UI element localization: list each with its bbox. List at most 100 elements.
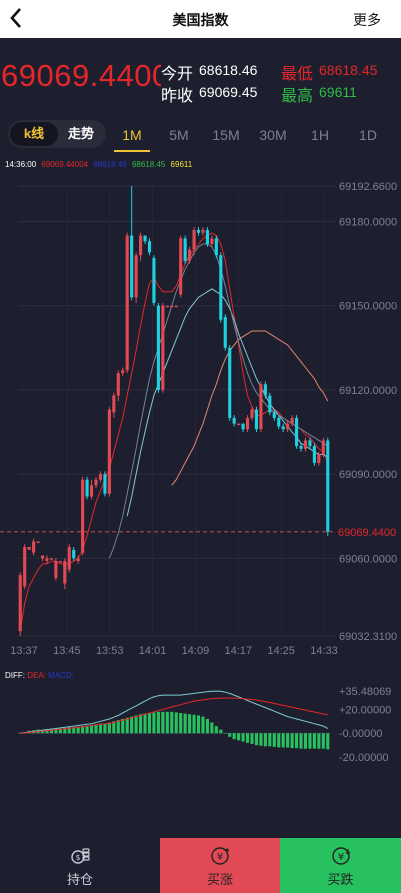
candle-body [308, 440, 312, 447]
buy-down-button[interactable]: ¥ 买跌 [280, 838, 401, 893]
period-5m[interactable]: 5M [169, 127, 189, 143]
macd-bar [263, 733, 267, 747]
yen-up-icon: ¥ [211, 847, 230, 865]
macd-bar [161, 711, 165, 734]
price-legend: 14:36:00 69069.44004 68618.46 68618.45 6… [5, 160, 195, 169]
legend-time: 14:36:00 [5, 160, 37, 169]
buy-up-button[interactable]: ¥ 买涨 [160, 838, 280, 893]
candle-body [223, 316, 227, 348]
macd-axis-label: -20.00000 [339, 752, 389, 764]
macd-bar [245, 733, 250, 743]
macd-bar [152, 712, 156, 734]
candle-body [107, 409, 111, 494]
time-axis-label: 14:01 [139, 645, 167, 657]
macd-bar [254, 733, 259, 746]
candle-body [188, 249, 192, 261]
candle-body [214, 238, 218, 256]
macd-legend-dea: DEA: [27, 671, 46, 680]
candlestick-chart[interactable]: 69192.6600 69180.0000 69150.0000 69120.0000… [0, 172, 401, 662]
period-1m[interactable]: 1M [122, 127, 142, 143]
buy-up-label: 买涨 [206, 872, 233, 887]
candle-body [219, 255, 223, 320]
macd-legend-diff: DIFF: [5, 671, 25, 680]
chart-mode-toggle: k线 走势 [8, 120, 106, 148]
more-button[interactable]: 更多 [353, 12, 381, 28]
candle-body [81, 479, 85, 553]
candle-body [67, 547, 71, 570]
top-bar: 美国指数 更多 [0, 0, 401, 38]
candle-body [303, 440, 308, 449]
candle-body [232, 417, 236, 424]
back-arrow-icon[interactable] [6, 5, 28, 31]
tab-trend[interactable]: 走势 [67, 126, 94, 141]
low-value: 68618.45 [319, 62, 378, 78]
macd-dea-line [20, 697, 328, 734]
period-1d[interactable]: 1D [359, 127, 377, 143]
candle-body [98, 474, 103, 480]
candle-body [326, 440, 330, 532]
legend-value-4: 69611 [170, 160, 193, 169]
macd-legend: DIFF: DEA: MACD: [5, 671, 74, 680]
price-axis-label: 69032.3100 [339, 631, 397, 643]
moving-average-line [108, 243, 329, 559]
macd-bar [250, 733, 254, 744]
candle-body [112, 395, 116, 413]
macd-bar [268, 733, 272, 747]
candle-body [116, 373, 120, 396]
candle-body [49, 558, 53, 560]
macd-bar [112, 721, 116, 734]
legend-value-1: 69069.44004 [41, 160, 89, 169]
candle-body [161, 305, 165, 390]
macd-bar [94, 724, 98, 734]
macd-bar [312, 733, 316, 749]
svg-text:¥: ¥ [217, 852, 223, 863]
candle-body [263, 384, 267, 396]
prev-close-value: 69069.45 [199, 84, 258, 100]
candle-body [36, 541, 40, 543]
moving-average-line [171, 330, 329, 486]
macd-axis-label: +35.48069 [339, 686, 391, 698]
candle-body [121, 370, 125, 374]
candle-body [134, 255, 138, 298]
candle-body [85, 479, 89, 497]
macd-bar [281, 733, 285, 748]
time-axis-label: 13:45 [53, 645, 81, 657]
candle-body [139, 235, 143, 256]
candle-body [201, 229, 205, 233]
macd-bar [81, 726, 85, 734]
candle-body [281, 426, 285, 430]
holdings-button[interactable]: $ 持仓 [0, 838, 160, 893]
candle-body [254, 409, 259, 430]
moving-average-line [19, 232, 329, 632]
macd-bar [143, 713, 147, 734]
macd-bar [54, 728, 58, 734]
candle-body [179, 238, 183, 295]
time-axis-label: 14:09 [182, 645, 210, 657]
macd-bar [196, 715, 201, 734]
price-axis-label: 69060.0000 [339, 553, 397, 565]
macd-bar [277, 733, 281, 748]
macd-bar [295, 733, 299, 749]
buy-down-label: 买跌 [327, 872, 354, 887]
period-15m[interactable]: 15M [212, 127, 240, 143]
candle-body [40, 555, 45, 559]
period-30m[interactable]: 30M [259, 127, 287, 143]
candle-body [321, 440, 325, 455]
macd-bar [116, 720, 120, 734]
macd-bar [303, 733, 308, 749]
svg-text:¥: ¥ [337, 852, 343, 863]
macd-chart[interactable]: +35.48069 +20.00000 -0.00000 -20.00000 [0, 668, 401, 768]
candle-body [268, 395, 272, 413]
macd-bar [317, 733, 321, 749]
candle-body [63, 561, 67, 584]
tab-kline[interactable]: k线 [10, 122, 58, 146]
legend-value-3: 68618.45 [131, 160, 166, 169]
macd-bar [125, 717, 129, 734]
macd-bar [63, 727, 67, 734]
active-period-indicator [114, 150, 150, 152]
candle-body [58, 561, 62, 563]
yen-down-icon: ¥ [331, 847, 350, 865]
price-axis-label: 69090.0000 [339, 469, 397, 481]
period-1h[interactable]: 1H [311, 127, 329, 143]
candle-body [130, 235, 134, 298]
